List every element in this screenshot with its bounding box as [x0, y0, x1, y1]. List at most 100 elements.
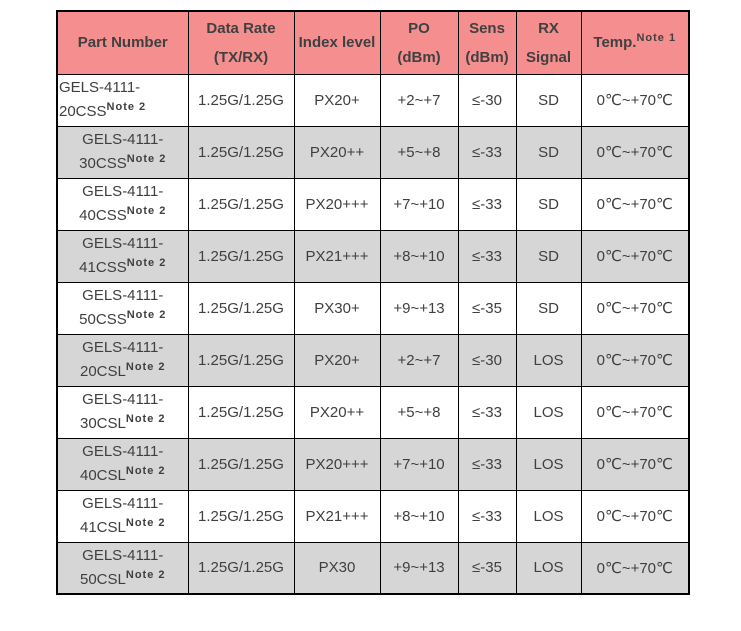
part-number-cell: GELS-4111- 41CSSNote 2 — [56, 229, 189, 283]
data-rate-cell: 1.25G/1.25G — [187, 333, 295, 387]
part-number-line2: 41CSSNote 2 — [60, 256, 186, 280]
part-number-suffix: 41CSS — [79, 259, 127, 276]
index-level-cell: PX20+ — [293, 73, 381, 127]
data-rate-cell: 1.25G/1.25G — [187, 125, 295, 179]
part-number-line2: 50CSSNote 2 — [60, 308, 186, 332]
temp-cell: 0℃~+70℃ — [580, 541, 690, 595]
part-number-line2: 20CSLNote 2 — [60, 360, 186, 384]
part-number-note-sup: Note 2 — [125, 413, 166, 425]
part-number-note-sup: Note 2 — [125, 361, 166, 373]
sens-cell: ≤-33 — [457, 385, 517, 439]
header-part-number-label: Part Number — [77, 34, 168, 52]
index-level-cell: PX20+++ — [293, 177, 381, 231]
part-number-note-sup: Note 2 — [126, 257, 167, 269]
index-level-cell: PX21+++ — [293, 489, 381, 543]
temp-cell: 0℃~+70℃ — [580, 489, 690, 543]
rx-signal-cell: LOS — [515, 333, 582, 387]
index-level-cell: PX20+++ — [293, 437, 381, 491]
data-rate-cell: 1.25G/1.25G — [187, 385, 295, 439]
data-rate-cell: 1.25G/1.25G — [187, 281, 295, 335]
table-row: GELS-4111- 40CSLNote 2 1.25G/1.25G PX20+++ +… — [56, 437, 690, 491]
part-number-cell: GELS-4111- 30CSSNote 2 — [56, 125, 189, 179]
part-number-cell: GELS-4111- 20CSLNote 2 — [56, 333, 189, 387]
header-sens: Sens (dBm) — [457, 10, 517, 75]
part-number-cell: GELS-4111- 40CSSNote 2 — [56, 177, 189, 231]
table-row: GELS-4111- 30CSSNote 2 1.25G/1.25G PX20++ +5… — [56, 125, 690, 179]
part-number-line1: GELS-4111- — [59, 79, 141, 96]
po-cell: +8~+10 — [379, 229, 459, 283]
temp-cell: 0℃~+70℃ — [580, 177, 690, 231]
rx-signal-cell: LOS — [515, 489, 582, 543]
temp-cell: 0℃~+70℃ — [580, 437, 690, 491]
index-level-cell: PX20+ — [293, 333, 381, 387]
part-number-suffix: 50CSS — [79, 311, 127, 328]
rx-signal-cell: SD — [515, 281, 582, 335]
part-number-note-sup: Note 2 — [125, 517, 166, 529]
sens-cell: ≤-33 — [457, 125, 517, 179]
data-rate-cell: 1.25G/1.25G — [187, 73, 295, 127]
index-level-cell: PX30+ — [293, 281, 381, 335]
table-row: GELS-4111- 41CSSNote 2 1.25G/1.25G PX21+++ +… — [56, 229, 690, 283]
rx-signal-cell: LOS — [515, 437, 582, 491]
spec-table-body: GELS-4111- 20CSSNote 2 1.25G/1.25G PX20+ +2~… — [56, 73, 690, 595]
header-data-rate-line2: (TX/RX) — [213, 48, 269, 66]
sens-cell: ≤-33 — [457, 229, 517, 283]
po-cell: +9~+13 — [379, 541, 459, 595]
table-row: GELS-4111- 41CSLNote 2 1.25G/1.25G PX21+++ +… — [56, 489, 690, 543]
header-po: PO (dBm) — [379, 10, 459, 75]
header-data-rate-line1: Data Rate — [206, 19, 276, 37]
index-level-cell: PX30 — [293, 541, 381, 595]
header-sens-line1: Sens — [469, 19, 505, 37]
header-rx-signal-line1: RX — [538, 19, 559, 37]
rx-signal-cell: SD — [515, 125, 582, 179]
part-number-line2: 30CSLNote 2 — [60, 412, 186, 436]
table-row: GELS-4111- 20CSSNote 2 1.25G/1.25G PX20+ +2~… — [56, 73, 690, 127]
temp-cell: 0℃~+70℃ — [580, 281, 690, 335]
part-number-line2: 41CSLNote 2 — [60, 516, 186, 540]
part-number-line2: 40CSSNote 2 — [60, 204, 186, 228]
header-temp: Temp.Note 1 — [580, 10, 690, 75]
part-number-cell: GELS-4111- 30CSLNote 2 — [56, 385, 189, 439]
part-number-note-sup: Note 2 — [125, 465, 166, 477]
part-number-suffix: 40CSS — [79, 207, 127, 224]
po-cell: +7~+10 — [379, 177, 459, 231]
part-number-note-sup: Note 2 — [126, 205, 167, 217]
part-number-cell: GELS-4111- 40CSLNote 2 — [56, 437, 189, 491]
sens-cell: ≤-33 — [457, 437, 517, 491]
header-rx-signal-line2: Signal — [525, 48, 571, 66]
part-number-cell: GELS-4111- 41CSLNote 2 — [56, 489, 189, 543]
part-number-suffix: 40CSL — [80, 467, 126, 484]
table-row: GELS-4111- 20CSLNote 2 1.25G/1.25G PX20+ +2~… — [56, 333, 690, 387]
header-index-level-label: Index level — [298, 34, 376, 52]
table-row: GELS-4111- 50CSSNote 2 1.25G/1.25G PX30+ +9~… — [56, 281, 690, 335]
part-number-line1: GELS-4111- — [82, 495, 164, 512]
index-level-cell: PX21+++ — [293, 229, 381, 283]
rx-signal-cell: LOS — [515, 541, 582, 595]
part-number-line2: 20CSSNote 2 — [59, 100, 186, 124]
data-rate-cell: 1.25G/1.25G — [187, 489, 295, 543]
temp-cell: 0℃~+70℃ — [580, 125, 690, 179]
header-temp-note-sup: Note 1 — [636, 32, 677, 45]
part-number-suffix: 41CSL — [80, 519, 126, 536]
part-number-line2: 40CSLNote 2 — [60, 464, 186, 488]
part-number-line1: GELS-4111- — [82, 235, 164, 252]
po-cell: +7~+10 — [379, 437, 459, 491]
part-number-cell: GELS-4111- 50CSLNote 2 — [56, 541, 189, 595]
header-sens-line2: (dBm) — [465, 48, 509, 66]
rx-signal-cell: SD — [515, 177, 582, 231]
spec-table: Part Number Data Rate (TX/RX) Index leve… — [56, 10, 690, 595]
part-number-note-sup: Note 2 — [106, 101, 147, 113]
part-number-line2: 30CSSNote 2 — [60, 152, 186, 176]
data-rate-cell: 1.25G/1.25G — [187, 541, 295, 595]
rx-signal-cell: LOS — [515, 385, 582, 439]
table-row: GELS-4111- 30CSLNote 2 1.25G/1.25G PX20++ +5… — [56, 385, 690, 439]
part-number-suffix: 20CSS — [59, 103, 107, 120]
po-cell: +9~+13 — [379, 281, 459, 335]
po-cell: +2~+7 — [379, 73, 459, 127]
po-cell: +8~+10 — [379, 489, 459, 543]
temp-cell: 0℃~+70℃ — [580, 333, 690, 387]
data-rate-cell: 1.25G/1.25G — [187, 229, 295, 283]
table-row: GELS-4111- 50CSLNote 2 1.25G/1.25G PX30 +9~+… — [56, 541, 690, 595]
sens-cell: ≤-35 — [457, 541, 517, 595]
